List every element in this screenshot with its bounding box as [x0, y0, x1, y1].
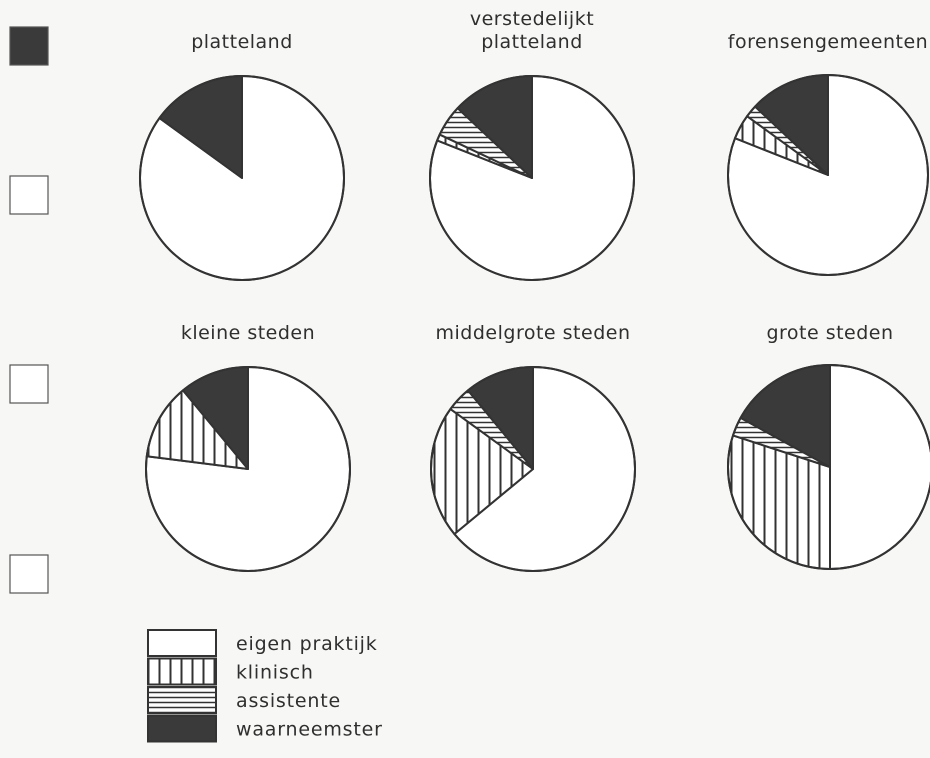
- legend-item: waarneemster: [147, 714, 383, 743]
- legend-item: klinisch: [147, 657, 314, 686]
- margin-marker-blank: [9, 364, 49, 404]
- pie-3: kleine steden: [145, 322, 351, 572]
- pie-outline: [429, 75, 635, 281]
- pie-title: kleine steden: [181, 322, 315, 344]
- pie-2: forensengemeenten: [727, 31, 929, 276]
- legend-swatch: [147, 629, 217, 657]
- legend-item: assistente: [147, 686, 341, 714]
- pie-0: platteland: [139, 31, 345, 281]
- legend: eigen praktijk klinisch assistente waarneem…: [147, 629, 383, 743]
- slice-eigen-praktijk: [829, 364, 930, 570]
- pie-title: middelgrote steden: [436, 322, 631, 344]
- legend-label: assistente: [236, 690, 341, 712]
- margin-marker-blank: [9, 554, 49, 594]
- pie-outline: [727, 364, 930, 570]
- legend-item: eigen praktijk: [147, 629, 378, 657]
- pie-title: platteland: [481, 31, 583, 53]
- pie-outline: [727, 74, 929, 276]
- margin-marker-blank: [9, 175, 49, 215]
- legend-swatch: [147, 686, 217, 714]
- legend-label: klinisch: [236, 662, 314, 684]
- pie-5: grote steden: [727, 322, 930, 570]
- pie-outline: [430, 366, 636, 572]
- pie-outline: [139, 75, 345, 281]
- pie-outline: [145, 366, 351, 572]
- legend-label: waarneemster: [236, 719, 383, 741]
- pie-title: verstedelijkt: [470, 8, 594, 30]
- legend-swatch: [147, 714, 217, 743]
- legend-swatch: [147, 657, 217, 686]
- legend-label: eigen praktijk: [236, 633, 378, 655]
- margin-marker-dark: [9, 26, 49, 66]
- pie-title: forensengemeenten: [728, 31, 928, 53]
- pie-title: platteland: [191, 31, 293, 53]
- pie-title: grote steden: [766, 322, 893, 344]
- pie-4: middelgrote steden: [430, 322, 636, 572]
